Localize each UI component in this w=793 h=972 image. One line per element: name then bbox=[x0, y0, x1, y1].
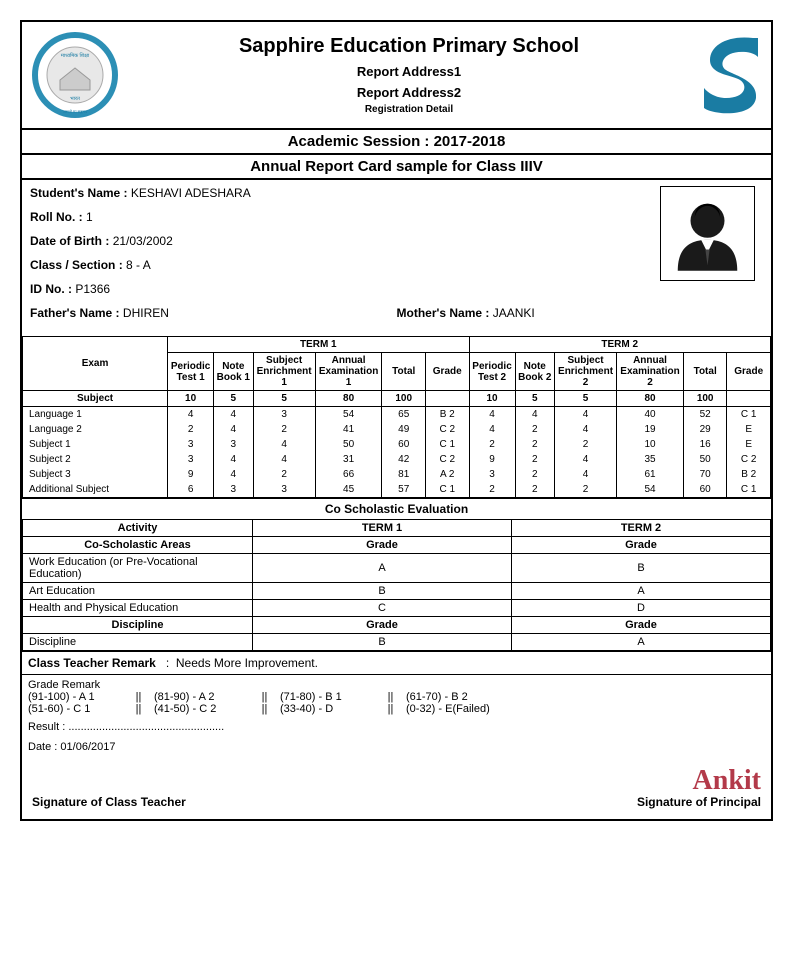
grade-remark-line: (51-60) - C 1||(41-50) - C 2||(33-40) - … bbox=[28, 703, 765, 715]
se2-header: Subject Enrichment 2 bbox=[554, 353, 616, 391]
grade-remark-block: Grade Remark (91-100) - A 1||(81-90) - A… bbox=[22, 674, 771, 757]
max-pt2: 10 bbox=[469, 391, 515, 407]
teacher-signature-label: Signature of Class Teacher bbox=[32, 795, 186, 809]
areas-header: Co-Scholastic Areas bbox=[23, 537, 253, 554]
grade-remark-line: (91-100) - A 1||(81-90) - A 2||(71-80) -… bbox=[28, 691, 765, 703]
co-row: Work Education (or Pre-Vocational Educat… bbox=[23, 554, 771, 583]
principal-signature-label: Signature of Principal bbox=[637, 795, 761, 809]
mother-label: Mother's Name : bbox=[397, 306, 490, 320]
dob: 21/03/2002 bbox=[113, 234, 173, 248]
max-ae2: 80 bbox=[617, 391, 684, 407]
discipline-header: Discipline bbox=[23, 617, 253, 634]
marks-row: Subject 13345060C 12221016E bbox=[23, 437, 771, 452]
pt2-header: Periodic Test 2 bbox=[469, 353, 515, 391]
co-grade1-header: Grade bbox=[253, 537, 512, 554]
total1-header: Total bbox=[382, 353, 426, 391]
father-label: Father's Name : bbox=[30, 306, 120, 320]
header: माध्यमिक शिक्षा भारत असतो मा सद्गमय Sapp… bbox=[22, 22, 771, 128]
student-details: Student's Name : KESHAVI ADESHARA Roll N… bbox=[22, 178, 771, 336]
activity-header: Activity bbox=[23, 520, 253, 537]
session-title: Academic Session : 2017-2018 bbox=[22, 128, 771, 153]
marks-row: Language 22424149C 24241929E bbox=[23, 422, 771, 437]
co-grade2-header: Grade bbox=[512, 537, 771, 554]
dob-label: Date of Birth : bbox=[30, 234, 109, 248]
disc-grade1-header: Grade bbox=[253, 617, 512, 634]
address-1: Report Address1 bbox=[120, 64, 698, 79]
report-title: Annual Report Card sample for Class IIIV bbox=[22, 153, 771, 178]
address-2: Report Address2 bbox=[120, 85, 698, 100]
roll-no: 1 bbox=[86, 210, 93, 224]
teacher-remark-row: Class Teacher Remark : Needs More Improv… bbox=[22, 651, 771, 674]
max-total2: 100 bbox=[683, 391, 727, 407]
student-name-label: Student's Name : bbox=[30, 186, 128, 200]
pt1-header: Periodic Test 1 bbox=[168, 353, 214, 391]
nb2-header: Note Book 2 bbox=[515, 353, 554, 391]
grade-remark-title: Grade Remark bbox=[28, 679, 765, 691]
marks-row: Language 14435465B 24444052C 1 bbox=[23, 407, 771, 423]
result-label: Result : bbox=[28, 721, 65, 733]
id-label: ID No. : bbox=[30, 282, 72, 296]
mother-name: JAANKI bbox=[493, 306, 535, 320]
grade1-header: Grade bbox=[425, 353, 469, 391]
date-label: Date : bbox=[28, 741, 57, 753]
total2-header: Total bbox=[683, 353, 727, 391]
signature-row: Signature of Class Teacher Ankit Signatu… bbox=[22, 757, 771, 819]
principal-signature: Ankit bbox=[637, 765, 761, 797]
subject-header: Subject bbox=[23, 391, 168, 407]
date-value: 01/06/2017 bbox=[60, 741, 115, 753]
class-section: 8 - A bbox=[126, 258, 151, 272]
remark-label: Class Teacher Remark bbox=[28, 656, 156, 670]
discipline-name: Discipline bbox=[23, 634, 253, 651]
student-name: KESHAVI ADESHARA bbox=[131, 186, 251, 200]
co-term2-header: TERM 2 bbox=[512, 520, 771, 537]
roll-label: Roll No. : bbox=[30, 210, 83, 224]
disc-grade2-header: Grade bbox=[512, 617, 771, 634]
marks-row: Additional Subject6334557C 12225460C 1 bbox=[23, 482, 771, 498]
father-name: DHIREN bbox=[123, 306, 169, 320]
id-no: P1366 bbox=[75, 282, 110, 296]
max-ae1: 80 bbox=[315, 391, 382, 407]
svg-text:माध्यमिक शिक्षा: माध्यमिक शिक्षा bbox=[61, 52, 90, 59]
co-scholastic-table: Activity TERM 1 TERM 2 Co-Scholastic Are… bbox=[22, 519, 771, 651]
s-logo bbox=[698, 30, 763, 120]
max-total1: 100 bbox=[382, 391, 426, 407]
remark-sep: : bbox=[166, 656, 169, 670]
svg-text:भारत: भारत bbox=[70, 96, 80, 102]
marks-row: Subject 39426681A 23246170B 2 bbox=[23, 467, 771, 482]
school-name: Sapphire Education Primary School bbox=[120, 35, 698, 58]
exam-header: Exam bbox=[23, 337, 168, 391]
co-row: Health and Physical EducationCD bbox=[23, 600, 771, 617]
max-nb1: 5 bbox=[214, 391, 253, 407]
class-label: Class / Section : bbox=[30, 258, 123, 272]
registration-detail: Registration Detail bbox=[120, 104, 698, 115]
discipline-t2: A bbox=[512, 634, 771, 651]
school-emblem: माध्यमिक शिक्षा भारत असतो मा सद्गमय bbox=[30, 30, 120, 120]
ae2-header: Annual Examination 2 bbox=[617, 353, 684, 391]
svg-text:असतो मा सद्गमय: असतो मा सद्गमय bbox=[63, 109, 88, 114]
marks-row: Subject 23443142C 29243550C 2 bbox=[23, 452, 771, 467]
remark-text: Needs More Improvement. bbox=[176, 656, 318, 670]
co-scholastic-title: Co Scholastic Evaluation bbox=[22, 498, 771, 519]
result-dots: ........................................… bbox=[68, 721, 224, 733]
discipline-t1: B bbox=[253, 634, 512, 651]
report-card-sheet: माध्यमिक शिक्षा भारत असतो मा सद्गमय Sapp… bbox=[20, 20, 773, 821]
term1-header: TERM 1 bbox=[168, 337, 469, 353]
marks-table: Exam TERM 1 TERM 2 Periodic Test 1 Note … bbox=[22, 336, 771, 498]
se1-header: Subject Enrichment 1 bbox=[253, 353, 315, 391]
co-row: Art EducationBA bbox=[23, 583, 771, 600]
max-se2: 5 bbox=[554, 391, 616, 407]
term2-header: TERM 2 bbox=[469, 337, 771, 353]
ae1-header: Annual Examination 1 bbox=[315, 353, 382, 391]
max-se1: 5 bbox=[253, 391, 315, 407]
max-nb2: 5 bbox=[515, 391, 554, 407]
nb1-header: Note Book 1 bbox=[214, 353, 253, 391]
grade2-header: Grade bbox=[727, 353, 771, 391]
student-photo bbox=[660, 186, 755, 281]
max-pt1: 10 bbox=[168, 391, 214, 407]
co-term1-header: TERM 1 bbox=[253, 520, 512, 537]
